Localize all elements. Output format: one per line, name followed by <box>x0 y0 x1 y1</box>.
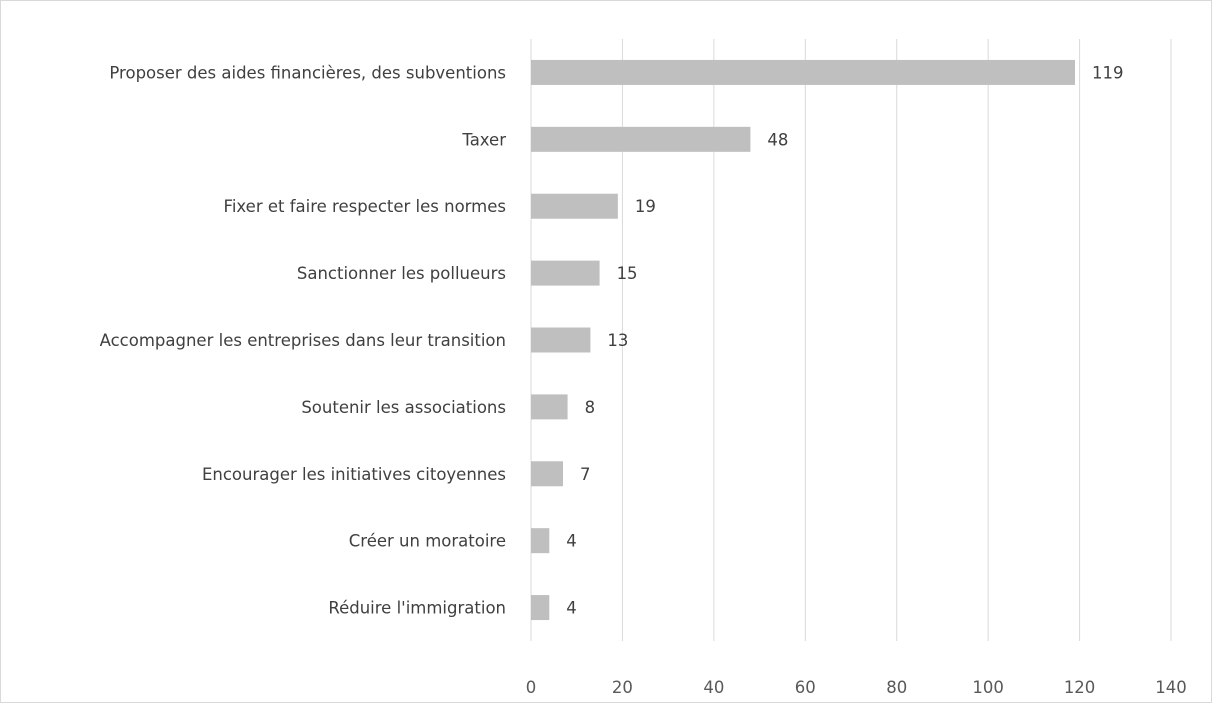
bar <box>531 59 1075 85</box>
value-label: 13 <box>607 331 628 350</box>
value-labels: 119 48 19 15 13 8 7 4 4 <box>566 63 1123 617</box>
value-label: 8 <box>585 398 596 417</box>
x-tick-label: 80 <box>886 678 907 697</box>
bars <box>531 59 1075 621</box>
value-label: 119 <box>1092 63 1124 82</box>
x-tick-label: 20 <box>612 678 633 697</box>
bar <box>531 260 600 286</box>
category-label: Sanctionner les pollueurs <box>297 264 506 283</box>
x-tick-label: 0 <box>526 678 537 697</box>
category-label: Créer un moratoire <box>349 532 506 551</box>
x-axis-tick-labels: 0 20 40 60 80 100 120 140 <box>526 678 1187 697</box>
category-label: Fixer et faire respecter les normes <box>224 197 506 216</box>
x-tick-label: 120 <box>1064 678 1096 697</box>
value-label: 48 <box>767 130 788 149</box>
category-labels: Proposer des aides financières, des subv… <box>100 63 507 617</box>
x-tick-label: 140 <box>1155 678 1187 697</box>
x-tick-label: 100 <box>972 678 1004 697</box>
bar <box>531 461 563 487</box>
bar <box>531 327 591 353</box>
bar <box>531 595 550 621</box>
category-label: Proposer des aides financières, des subv… <box>109 63 506 82</box>
value-label: 4 <box>566 532 577 551</box>
category-label: Réduire l'immigration <box>328 599 506 618</box>
value-label: 19 <box>635 197 656 216</box>
value-label: 4 <box>566 599 577 618</box>
value-label: 7 <box>580 465 591 484</box>
bar <box>531 193 618 219</box>
category-label: Accompagner les entreprises dans leur tr… <box>100 331 506 350</box>
bar <box>531 528 550 554</box>
bar <box>531 126 751 152</box>
value-label: 15 <box>617 264 638 283</box>
bar <box>531 394 568 420</box>
x-tick-label: 60 <box>795 678 816 697</box>
x-tick-label: 40 <box>703 678 724 697</box>
category-label: Soutenir les associations <box>301 398 506 417</box>
category-label: Encourager les initiatives citoyennes <box>202 465 506 484</box>
category-label: Taxer <box>461 130 506 149</box>
